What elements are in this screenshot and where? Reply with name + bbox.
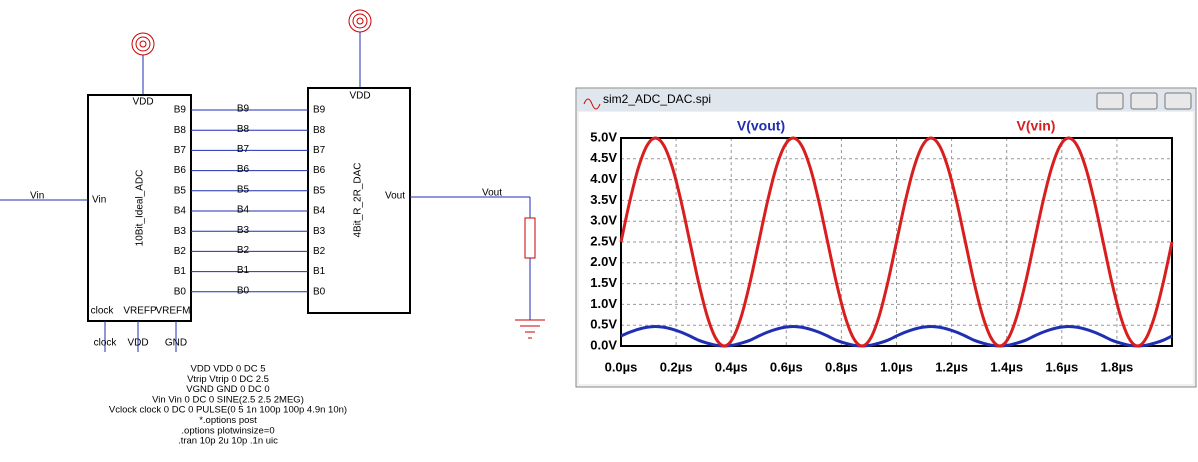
legend-entry: V(vout) [737,118,785,134]
y-tick-label: 2.5V [590,233,617,248]
pin-label: B1 [313,266,326,277]
netlist-line: *.options post [199,415,257,426]
netlist-line: VDD VDD 0 DC 5 [191,364,266,375]
net-label: B5 [237,184,250,195]
pin-label: B5 [313,185,326,196]
pin-label: Vout [385,191,405,202]
schematic-generated: B9 B9 B9 B8 B8 B8 B7 B7 B7 B6 B6 B6 B5 B5 B5 B4 B4 B4 B3 B3… [91,104,347,447]
pin-label: B0 [174,286,187,297]
pin-label: B2 [313,246,326,257]
net-label: GND [165,338,187,349]
netlist-line: VGND GND 0 DC 0 [186,384,269,395]
net-label: clock [94,338,118,349]
pin-label: clock [91,306,115,317]
series-line [620,324,1173,348]
pin-label: VREFP [123,306,157,317]
chart: 0.0V 0.5V 1.0V 1.5V 2.0V 2.5V 3.0V 3.5V 4.0V 4.5V… [590,118,1174,374]
dac-block [307,87,411,314]
pin-label: B7 [313,145,326,156]
x-tick-label: 0.8µs [825,359,858,374]
title-bar [577,89,1195,111]
x-tick-label: 1.0µs [880,359,913,374]
netlist-line: .options plotwinsize=0 [181,425,274,436]
pin-label: B3 [174,226,187,237]
pin-label: B6 [313,165,326,176]
net-label: Vin [30,191,44,202]
pin-label: B9 [174,105,187,116]
series-line [619,136,1174,348]
window-buttons[interactable] [1096,92,1192,110]
x-tick-label: 0.4µs [715,359,748,374]
supply-symbol [131,9,372,56]
netlist-line: .tran 10p 2u 10p .1n uic [178,436,278,447]
pin-label: Vin [92,195,106,206]
resistor [524,217,536,259]
pin-label: B6 [174,165,187,176]
net-label: B7 [237,144,250,155]
y-tick-label: 0.5V [590,317,617,332]
x-tick-label: 0.2µs [660,359,693,374]
pin-label: VDD [132,97,153,108]
pin-label: B3 [313,226,326,237]
pin-label: B9 [313,105,326,116]
y-tick-label: 5.0V [590,129,617,144]
y-tick-label: 0.0V [590,337,617,352]
pin-label: B4 [174,206,187,217]
y-tick-label: 1.0V [590,296,617,311]
x-tick-label: 1.8µs [1101,359,1134,374]
close-button[interactable] [1164,92,1192,110]
block-name: 10Bit_Ideal_ADC [135,170,146,247]
ground-symbol [515,319,545,339]
netlist-line: Vtrip Vtrip 0 DC 2.5 [187,374,269,385]
x-tick-label: 1.4µs [990,359,1023,374]
block-name: 4Bit_R_2R_DAC [353,162,364,237]
pin-label: B2 [174,246,187,257]
net-label: B6 [237,164,250,175]
net-label: Vout [482,188,502,199]
pin-label: VREFM [156,306,191,317]
pin-label: B5 [174,185,187,196]
netlist-line: Vin Vin 0 DC 0 SINE(2.5 2.5 2MEG) [152,394,304,405]
net-label: VDD [127,338,148,349]
y-tick-label: 1.5V [590,275,617,290]
y-tick-label: 2.0V [590,254,617,269]
net-label: B9 [237,104,250,115]
net-label: B8 [237,124,250,135]
pin-label: B8 [313,125,326,136]
pin-label: B1 [174,266,187,277]
pin-label: VDD [349,91,370,102]
y-tick-label: 4.5V [590,150,617,165]
pin-label: B0 [313,286,326,297]
plot-pane [579,112,1193,384]
pin-label: B7 [174,145,187,156]
net-label: B0 [237,285,250,296]
x-tick-label: 1.6µs [1045,359,1078,374]
net-label: B4 [237,205,250,216]
maximize-button[interactable] [1130,92,1158,110]
y-tick-label: 4.0V [590,171,617,186]
pin-label: B8 [174,125,187,136]
y-tick-label: 3.0V [590,213,617,228]
minimize-button[interactable] [1096,92,1124,110]
netlist-line: Vclock clock 0 DC 0 PULSE(0 5 1n 100p 10… [109,405,347,416]
net-label: B3 [237,225,250,236]
x-tick-label: 1.2µs [935,359,968,374]
app-icon [583,98,601,110]
net-label: B2 [237,245,250,256]
net-label: B1 [237,265,250,276]
pin-label: B4 [313,206,326,217]
x-tick-label: 0.6µs [770,359,803,374]
x-tick-label: 0.0µs [605,359,638,374]
window-title: sim2_ADC_DAC.spi [603,92,711,106]
adc-block [87,94,192,322]
y-tick-label: 3.5V [590,192,617,207]
legend-entry: V(vin) [1017,118,1056,134]
